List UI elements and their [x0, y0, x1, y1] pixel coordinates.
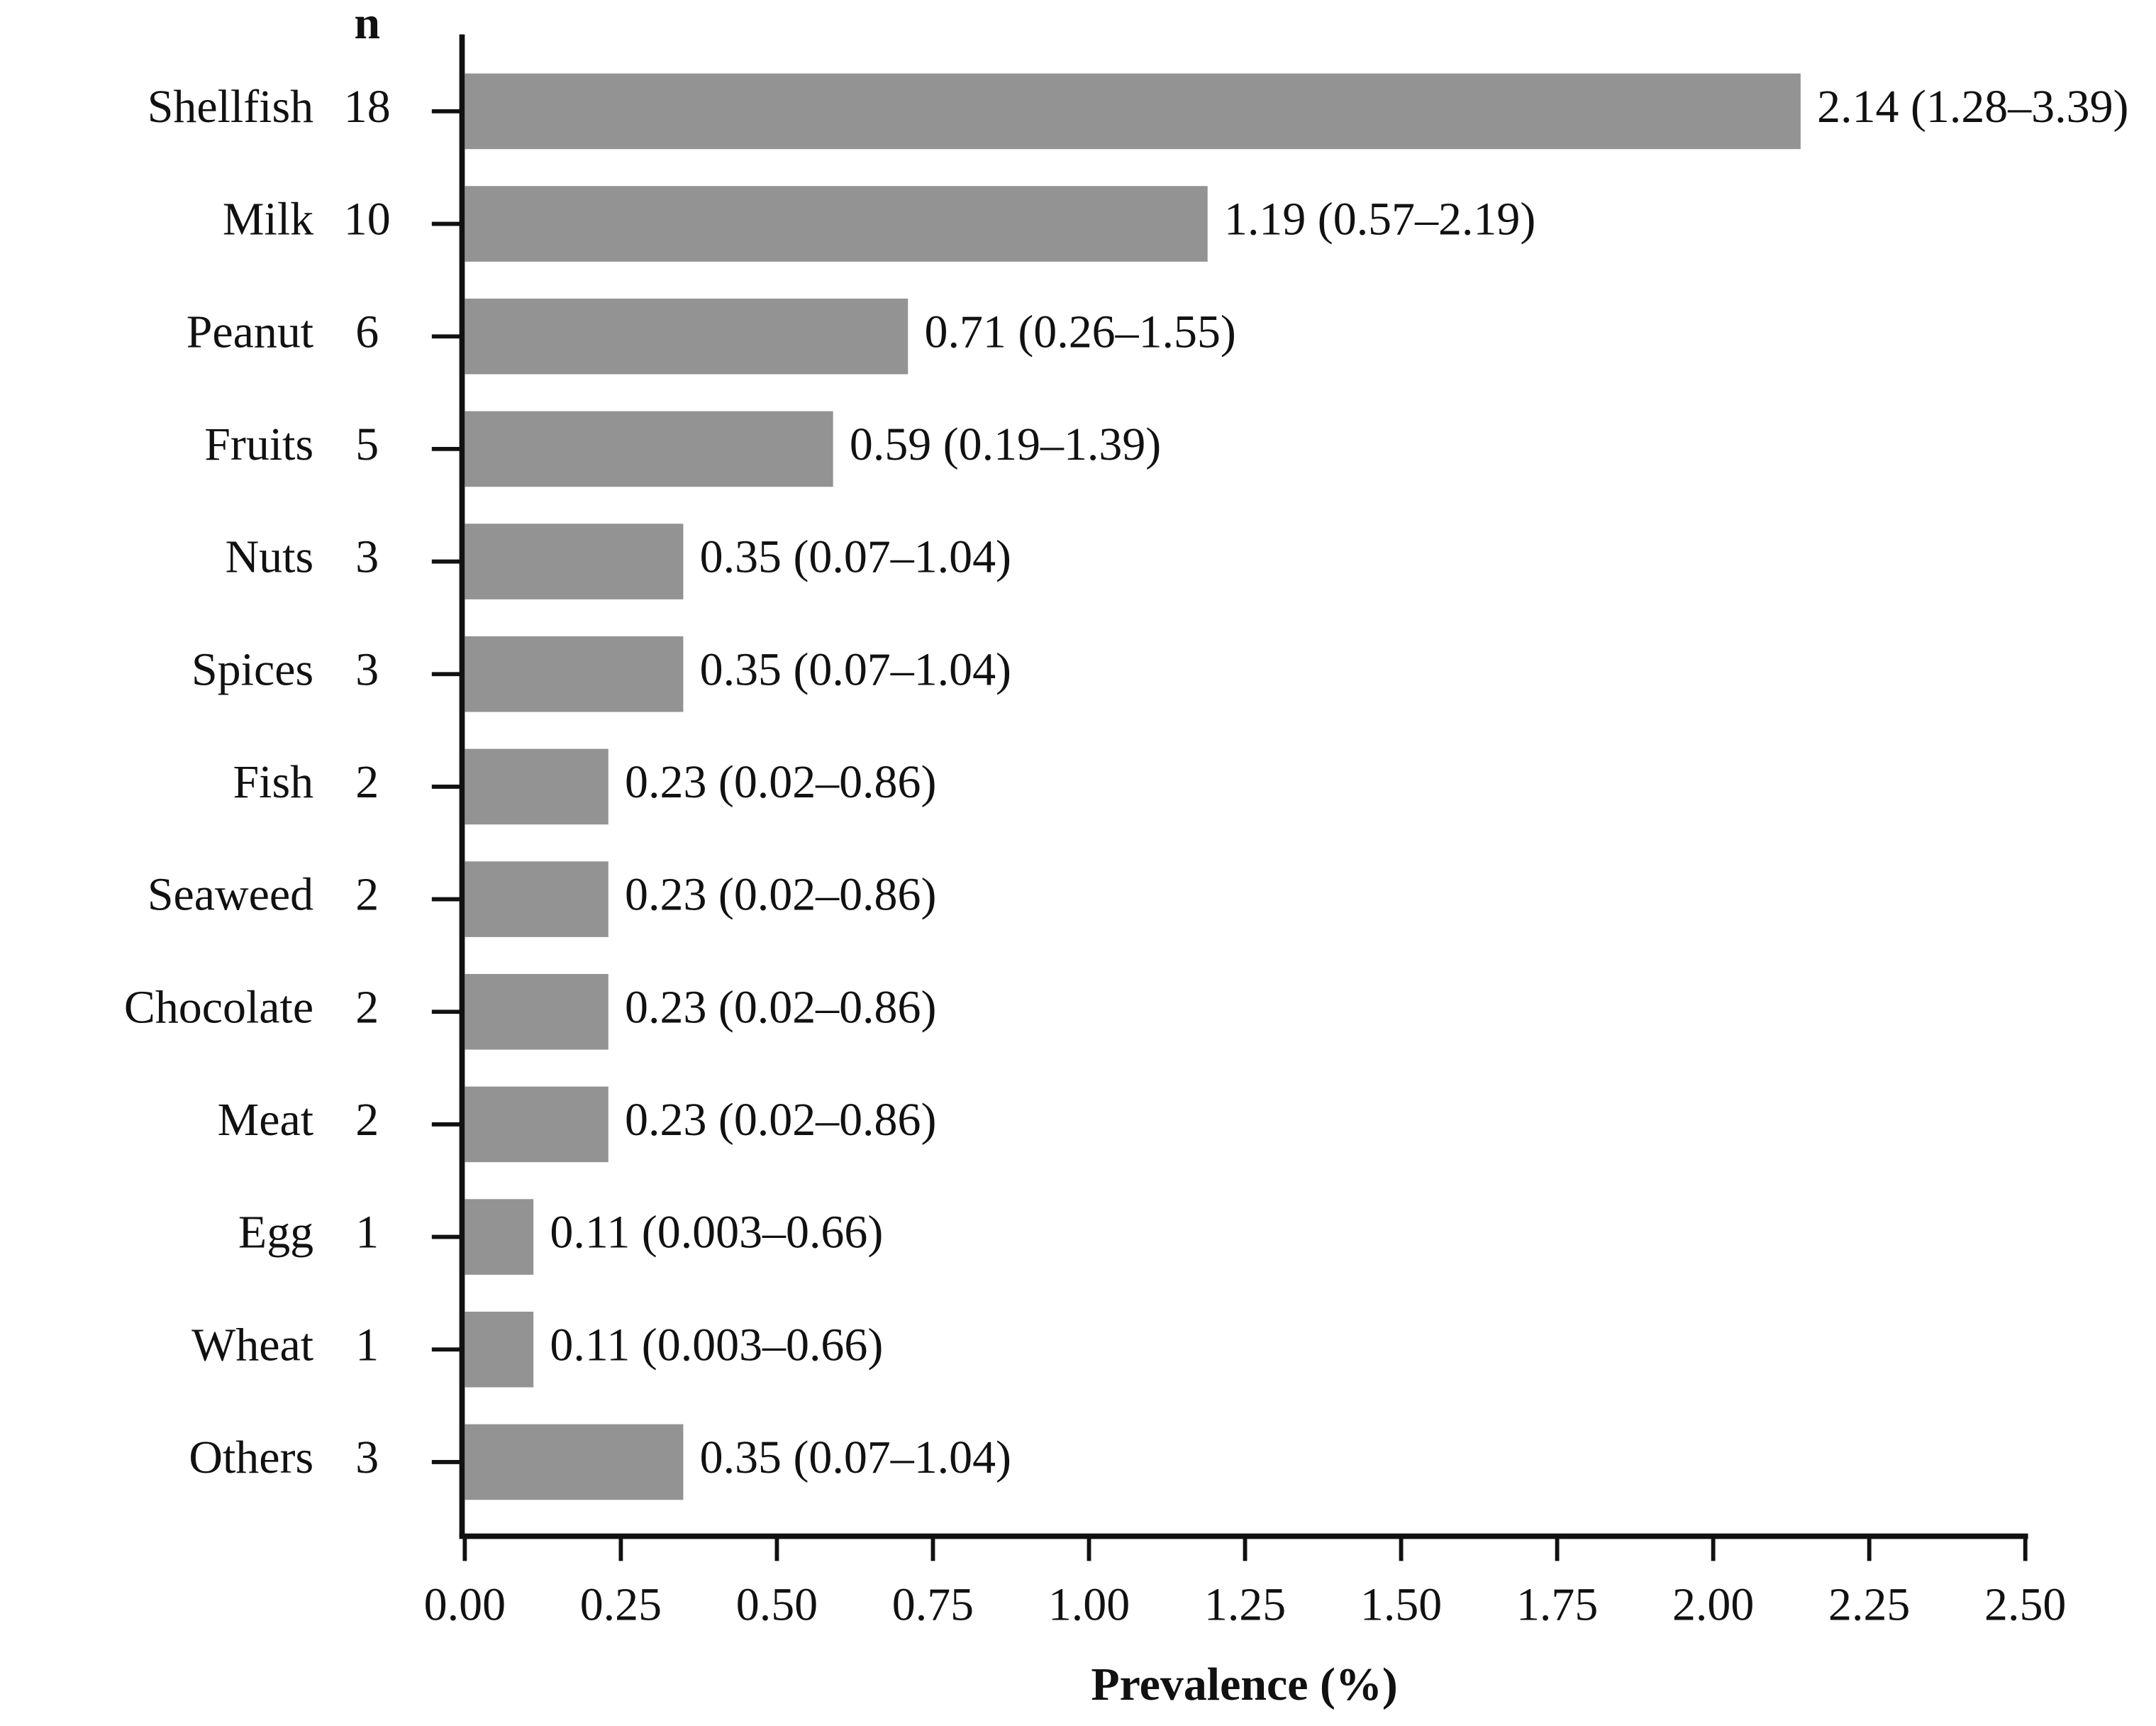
category-label: Others [189, 1432, 313, 1483]
bar [465, 73, 1801, 150]
n-header: n [354, 0, 380, 49]
value-label: 0.23 (0.02–0.86) [625, 981, 936, 1033]
category-label: Milk [223, 194, 313, 245]
bar [465, 1086, 609, 1163]
value-label: 0.35 (0.07–1.04) [700, 643, 1011, 695]
n-label: 2 [355, 981, 379, 1033]
n-label: 1 [355, 1319, 379, 1371]
x-axis-title: Prevalence (%) [1091, 1659, 1397, 1710]
category-label: Fruits [204, 419, 313, 470]
value-label: 0.35 (0.07–1.04) [700, 1432, 1011, 1483]
n-label: 18 [344, 81, 391, 133]
n-label: 1 [355, 1207, 379, 1258]
x-tick-label: 0.00 [424, 1578, 506, 1630]
category-label: Meat [218, 1094, 313, 1146]
value-label: 0.35 (0.07–1.04) [700, 531, 1011, 583]
x-tick-label: 0.75 [892, 1578, 974, 1630]
category-label: Spices [191, 643, 313, 695]
n-label: 2 [355, 756, 379, 808]
category-label: Fish [233, 756, 314, 808]
bar [465, 1311, 534, 1388]
category-label: Egg [238, 1207, 313, 1258]
bar [465, 186, 1208, 262]
value-label: 0.11 (0.003–0.66) [550, 1319, 883, 1371]
n-label: 2 [355, 869, 379, 921]
n-label: 3 [355, 1432, 379, 1483]
n-label: 2 [355, 1094, 379, 1146]
value-label: 0.23 (0.02–0.86) [625, 1094, 936, 1146]
category-label: Wheat [191, 1319, 313, 1371]
bar [465, 861, 609, 937]
bar [465, 1199, 534, 1275]
value-label: 0.59 (0.19–1.39) [850, 419, 1161, 470]
bar [465, 298, 908, 375]
value-label: 0.11 (0.003–0.66) [550, 1207, 883, 1258]
value-label: 2.14 (1.28–3.39) [1817, 81, 2128, 133]
bar [465, 524, 684, 599]
bar [465, 636, 684, 712]
category-label: Nuts [226, 531, 314, 583]
bar [465, 973, 609, 1050]
category-label: Seaweed [148, 869, 313, 921]
x-tick-label: 2.25 [1828, 1578, 1910, 1630]
x-tick-label: 2.00 [1672, 1578, 1754, 1630]
x-tick-label: 2.50 [1984, 1578, 2066, 1630]
n-label: 10 [344, 194, 391, 245]
value-label: 0.23 (0.02–0.86) [625, 869, 936, 921]
x-tick-label: 1.25 [1204, 1578, 1286, 1630]
value-label: 0.71 (0.26–1.55) [925, 306, 1236, 358]
category-label: Peanut [187, 306, 313, 358]
bar [465, 1424, 684, 1500]
value-label: 1.19 (0.57–2.19) [1224, 194, 1535, 245]
category-label: Shellfish [148, 81, 313, 133]
x-tick-label: 0.50 [736, 1578, 818, 1630]
n-label: 5 [355, 419, 379, 470]
n-label: 3 [355, 531, 379, 583]
n-label: 6 [355, 306, 379, 358]
category-label: Chocolate [124, 981, 313, 1033]
value-label: 0.23 (0.02–0.86) [625, 756, 936, 808]
bar [465, 748, 609, 825]
x-tick-label: 1.75 [1516, 1578, 1598, 1630]
bar [465, 411, 833, 487]
x-tick-label: 1.00 [1048, 1578, 1130, 1630]
x-tick-label: 1.50 [1360, 1578, 1442, 1630]
n-label: 3 [355, 643, 379, 695]
x-tick-label: 0.25 [580, 1578, 662, 1630]
